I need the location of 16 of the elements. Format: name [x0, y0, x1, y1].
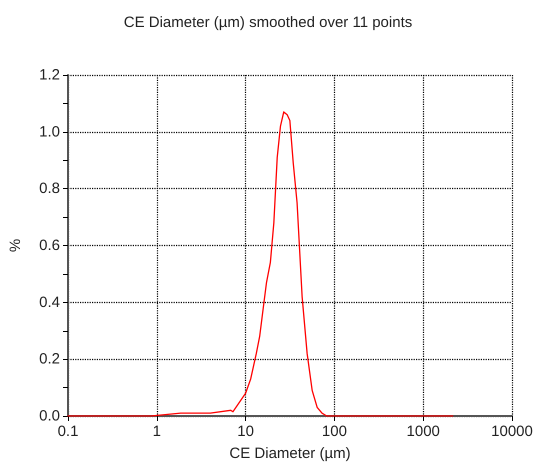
x-tick-label: 100	[322, 423, 347, 440]
x-tick-label: 1	[152, 423, 161, 440]
x-tick-label: 10000	[491, 423, 533, 440]
y-tick-label: 0.0	[39, 408, 60, 424]
y-tick-label: 1.2	[39, 66, 60, 84]
y-tick-label: 0.8	[39, 180, 60, 198]
x-axis-title: CE Diameter (µm)	[229, 445, 351, 462]
x-tick-label: 0.1	[58, 423, 78, 440]
y-tick-label: 1.0	[39, 123, 60, 140]
y-tick-label: 0.2	[39, 350, 60, 368]
x-tick-label: 1000	[406, 423, 440, 440]
y-tick-label: 0.6	[39, 237, 60, 254]
y-tick-label: 0.4	[39, 294, 60, 311]
y-axis-title: %	[7, 238, 24, 252]
x-tick-label: 10	[237, 423, 254, 440]
chart-title: CE Diameter (µm) smoothed over 11 points	[124, 14, 412, 31]
